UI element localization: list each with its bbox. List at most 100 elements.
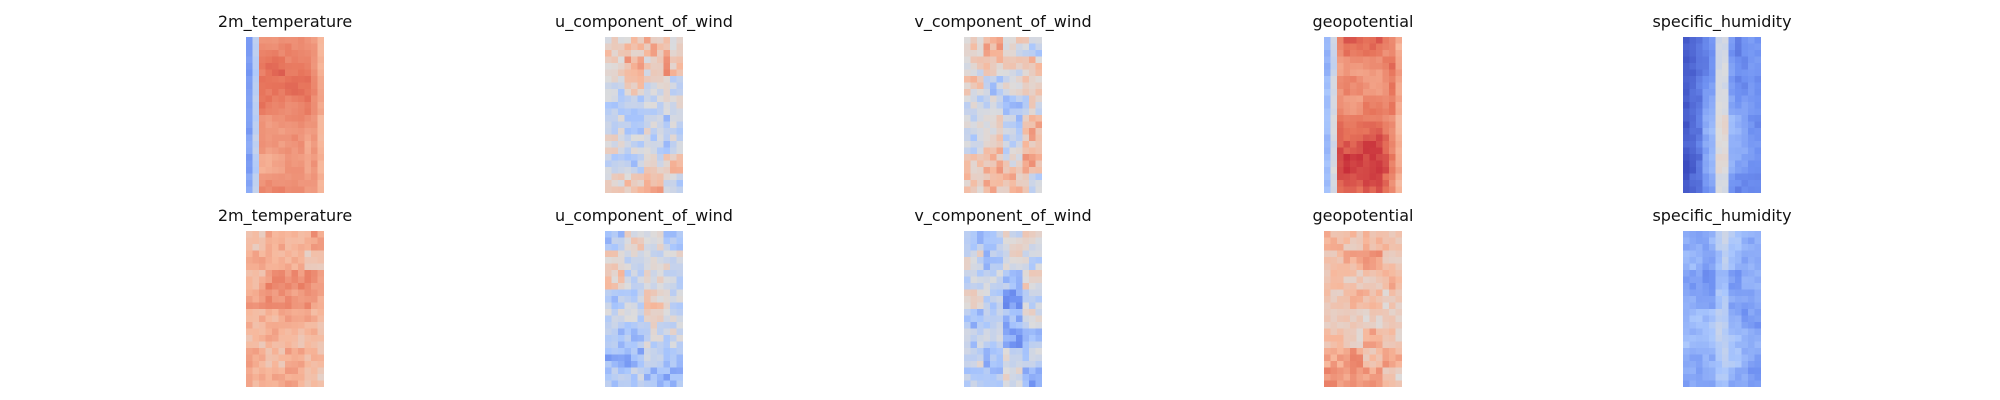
heatmap-cell bbox=[644, 167, 651, 174]
heatmap-cell bbox=[663, 367, 671, 375]
heatmap-cell bbox=[311, 186, 318, 193]
heatmap-cell bbox=[977, 348, 984, 355]
heatmap-cell bbox=[1022, 186, 1030, 193]
heatmap-cell bbox=[605, 76, 612, 83]
heatmap-cell bbox=[1022, 263, 1030, 271]
heatmap-cell bbox=[285, 186, 292, 193]
heatmap-cell bbox=[317, 108, 324, 116]
heatmap-cell bbox=[637, 302, 645, 310]
heatmap-cell bbox=[1376, 76, 1383, 83]
heatmap-cell bbox=[1715, 121, 1723, 129]
heatmap-cell bbox=[285, 322, 292, 329]
heatmap-cell bbox=[1748, 128, 1755, 135]
heatmap-cell bbox=[304, 121, 312, 129]
heatmap-cell bbox=[1363, 102, 1370, 109]
heatmap-cell bbox=[1029, 380, 1036, 387]
heatmap-cell bbox=[246, 354, 253, 362]
heatmap-cell bbox=[983, 289, 991, 297]
heatmap-cell bbox=[285, 348, 292, 355]
heatmap-cell bbox=[1728, 82, 1736, 90]
heatmap-cell bbox=[983, 335, 991, 342]
heatmap-cell bbox=[298, 43, 305, 51]
heatmap-cell bbox=[246, 367, 253, 375]
heatmap-panel bbox=[964, 231, 1042, 387]
heatmap-cell bbox=[1337, 250, 1344, 258]
heatmap-cell bbox=[1696, 89, 1703, 96]
heatmap-cell bbox=[298, 231, 305, 238]
heatmap-cell bbox=[990, 128, 997, 135]
heatmap-cell bbox=[1350, 56, 1357, 64]
heatmap-cell bbox=[1735, 50, 1742, 57]
heatmap-cell bbox=[1683, 348, 1690, 355]
heatmap-cell bbox=[1369, 167, 1377, 174]
heatmap-cell bbox=[670, 237, 677, 245]
heatmap-cell bbox=[265, 115, 273, 122]
heatmap-cell bbox=[996, 289, 1004, 297]
heatmap-cell bbox=[1324, 173, 1331, 181]
heatmap-cell bbox=[252, 289, 260, 297]
heatmap-cell bbox=[650, 309, 658, 316]
heatmap-cell bbox=[1741, 237, 1749, 245]
heatmap-cell bbox=[1696, 147, 1703, 155]
heatmap-cell bbox=[631, 335, 638, 342]
heatmap-cell bbox=[246, 276, 253, 284]
heatmap-cell bbox=[1696, 102, 1703, 109]
heatmap-cell bbox=[977, 167, 984, 174]
heatmap-cell bbox=[317, 50, 324, 57]
heatmap-cell bbox=[611, 160, 619, 168]
heatmap-cell bbox=[663, 231, 671, 238]
heatmap-cell bbox=[964, 276, 971, 284]
heatmap-cell bbox=[637, 380, 645, 387]
heatmap-cell bbox=[977, 263, 984, 271]
heatmap-cell bbox=[1702, 231, 1710, 238]
heatmap-cell bbox=[259, 270, 266, 277]
heatmap-cell bbox=[611, 361, 619, 368]
heatmap-cell bbox=[996, 69, 1004, 77]
heatmap-cell bbox=[970, 173, 978, 181]
heatmap-cell bbox=[1356, 160, 1364, 168]
heatmap-cell bbox=[1356, 237, 1364, 245]
heatmap-cell bbox=[1754, 180, 1761, 187]
heatmap-cell bbox=[1395, 82, 1402, 90]
heatmap-cell bbox=[272, 244, 279, 251]
heatmap-cell bbox=[304, 102, 312, 109]
heatmap-cell bbox=[637, 328, 645, 336]
heatmap-cell bbox=[252, 341, 260, 349]
heatmap-cell bbox=[1754, 322, 1761, 329]
heatmap-cell bbox=[663, 37, 671, 44]
heatmap-cell bbox=[311, 108, 318, 116]
heatmap-cell bbox=[1337, 374, 1344, 381]
heatmap-cell bbox=[285, 167, 292, 174]
heatmap-cell bbox=[1009, 128, 1017, 135]
heatmap-cell bbox=[1029, 43, 1036, 51]
heatmap-cell bbox=[311, 134, 318, 142]
heatmap-cell bbox=[285, 180, 292, 187]
heatmap-cell bbox=[624, 167, 632, 174]
heatmap-cell bbox=[670, 283, 677, 290]
heatmap-cell bbox=[278, 367, 286, 375]
heatmap-cell bbox=[663, 128, 671, 135]
heatmap-cell bbox=[246, 380, 253, 387]
heatmap-cell bbox=[246, 231, 253, 238]
heatmap-cell bbox=[996, 270, 1004, 277]
heatmap-cell bbox=[1683, 361, 1690, 368]
heatmap-cell bbox=[1330, 69, 1338, 77]
heatmap-cell bbox=[624, 186, 632, 193]
heatmap-cell bbox=[1016, 56, 1023, 64]
heatmap-cell bbox=[1369, 134, 1377, 142]
heatmap-cell bbox=[1722, 341, 1729, 349]
heatmap-cell bbox=[1376, 82, 1383, 90]
heatmap-cell bbox=[618, 250, 625, 258]
heatmap-cell bbox=[1337, 348, 1344, 355]
heatmap-cell bbox=[304, 180, 312, 187]
heatmap-cell bbox=[996, 244, 1004, 251]
heatmap-cell bbox=[983, 37, 991, 44]
heatmap-cell bbox=[1369, 315, 1377, 323]
heatmap-cell bbox=[298, 128, 305, 135]
heatmap-cell bbox=[1369, 186, 1377, 193]
heatmap-cell bbox=[1009, 367, 1017, 375]
heatmap-cell bbox=[637, 154, 645, 161]
heatmap-cell bbox=[291, 257, 299, 264]
heatmap-cell bbox=[996, 160, 1004, 168]
heatmap-cell bbox=[1722, 283, 1729, 290]
